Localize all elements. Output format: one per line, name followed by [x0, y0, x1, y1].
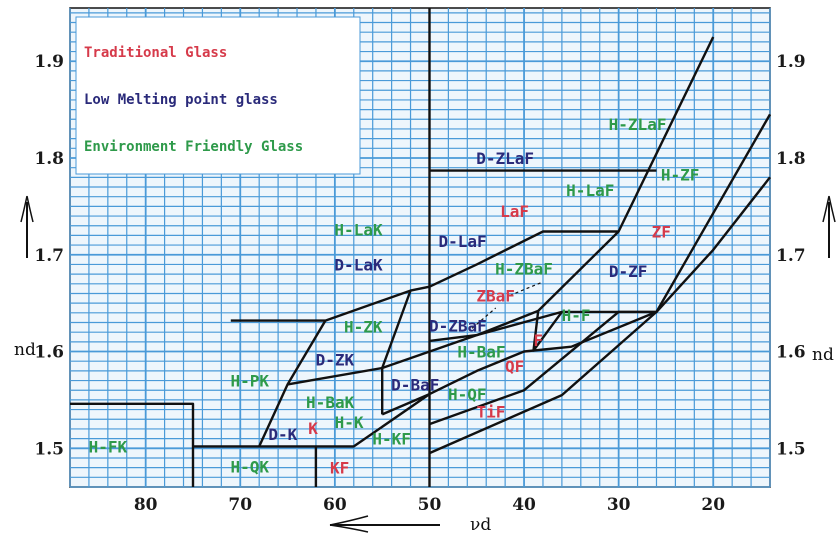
region-label-zf: ZF	[652, 223, 671, 242]
region-label-h-zlaf: H-ZLaF	[609, 115, 667, 134]
y-tick-left: 1.8	[34, 149, 64, 169]
y-axis-label-left: nd	[14, 340, 36, 360]
x-tick: 20	[701, 495, 725, 515]
region-label-h-laf: H-LaF	[566, 181, 614, 200]
region-label-d-k: D-K	[268, 425, 297, 444]
region-label-h-f: H-F	[562, 306, 591, 325]
region-label-h-baf: H-BaF	[457, 343, 505, 362]
y-tick-right: 1.9	[776, 52, 806, 72]
y-tick-right: 1.5	[776, 439, 806, 459]
y-tick-right: 1.8	[776, 149, 806, 169]
region-labels: H-ZLaF D-ZLaF H-ZF H-LaF LaF ZF H-LaK D-LaF D-La…	[89, 115, 700, 478]
boundary-line	[381, 290, 412, 369]
region-label-h-fk: H-FK	[89, 437, 128, 456]
y-tick-left: 1.5	[34, 439, 64, 459]
region-label-h-zk: H-ZK	[344, 317, 383, 336]
region-label-h-zbaf: H-ZBaF	[495, 259, 553, 278]
x-tick: 80	[134, 495, 158, 515]
region-label-h-lak: H-LaK	[334, 221, 383, 240]
boundary-line	[429, 230, 620, 343]
region-label-h-kf: H-KF	[372, 430, 411, 449]
x-tick: 60	[323, 495, 347, 515]
x-tick: 40	[512, 495, 536, 515]
boundary-line	[315, 310, 657, 448]
region-label-laf: LaF	[500, 202, 529, 221]
boundary-line	[70, 402, 195, 487]
boundary-line	[532, 310, 563, 352]
region-label-h-zf: H-ZF	[661, 165, 700, 184]
region-label-d-zf: D-ZF	[609, 262, 648, 281]
x-tick: 70	[228, 495, 252, 515]
boundary-line	[381, 392, 430, 416]
y-axis-left-label: nd	[14, 195, 36, 360]
region-label-d-laf: D-LaF	[438, 232, 486, 251]
y-tick-left: 1.9	[34, 52, 64, 72]
region-label-qf: QF	[505, 357, 524, 376]
region-label-d-zlaf: D-ZLaF	[476, 149, 534, 168]
region-label-d-zbaf: D-ZBaF	[429, 316, 487, 335]
boundary-dashed	[471, 307, 497, 329]
region-label-f: F	[533, 331, 543, 350]
legend-item-low-melting: Low Melting point glass	[84, 92, 278, 108]
x-tick: 30	[607, 495, 631, 515]
x-axis-label-text: νd	[470, 515, 491, 535]
boundary-line	[429, 176, 771, 426]
x-axis-label: νd	[329, 515, 491, 535]
y-tick-left: 1.6	[34, 343, 64, 363]
legend-item-environment: Environment Friendly Glass	[84, 139, 303, 155]
region-label-d-zk: D-ZK	[316, 350, 355, 369]
region-label-kf: KF	[330, 459, 349, 478]
y-tick-left: 1.7	[34, 246, 64, 266]
boundary-line	[230, 36, 715, 322]
region-label-d-baf: D-BaF	[391, 375, 439, 394]
y-tick-right: 1.7	[776, 246, 806, 266]
region-label-zbaf: ZBaF	[476, 286, 515, 305]
region-label-k: K	[308, 419, 318, 438]
region-label-h-k: H-K	[335, 413, 364, 432]
y-axis-right-label: nd	[812, 195, 836, 365]
x-tick: 50	[418, 495, 442, 515]
legend-item-traditional: Traditional Glass	[84, 45, 227, 61]
region-boundaries	[70, 8, 772, 487]
legend: Traditional Glass Low Melting point glas…	[75, 16, 361, 175]
y-tick-right: 1.6	[776, 343, 806, 363]
boundary-line	[429, 310, 658, 455]
region-label-h-pk: H-PK	[230, 372, 269, 391]
region-label-tif: TiF	[476, 403, 505, 422]
y-axis-label-right: nd	[812, 345, 834, 365]
region-label-h-qk: H-QK	[230, 458, 269, 477]
region-label-d-lak: D-LaK	[334, 255, 383, 274]
region-label-h-qf: H-QF	[448, 385, 487, 404]
y-ticks-right: 1.9 1.8 1.7 1.6 1.5	[776, 52, 806, 459]
x-ticks: 80 70 60 50 40 30 20	[134, 495, 725, 515]
y-ticks-left: 1.9 1.8 1.7 1.6 1.5	[34, 52, 64, 459]
legend-box	[75, 16, 361, 175]
region-label-h-bak: H-BaK	[306, 393, 355, 412]
